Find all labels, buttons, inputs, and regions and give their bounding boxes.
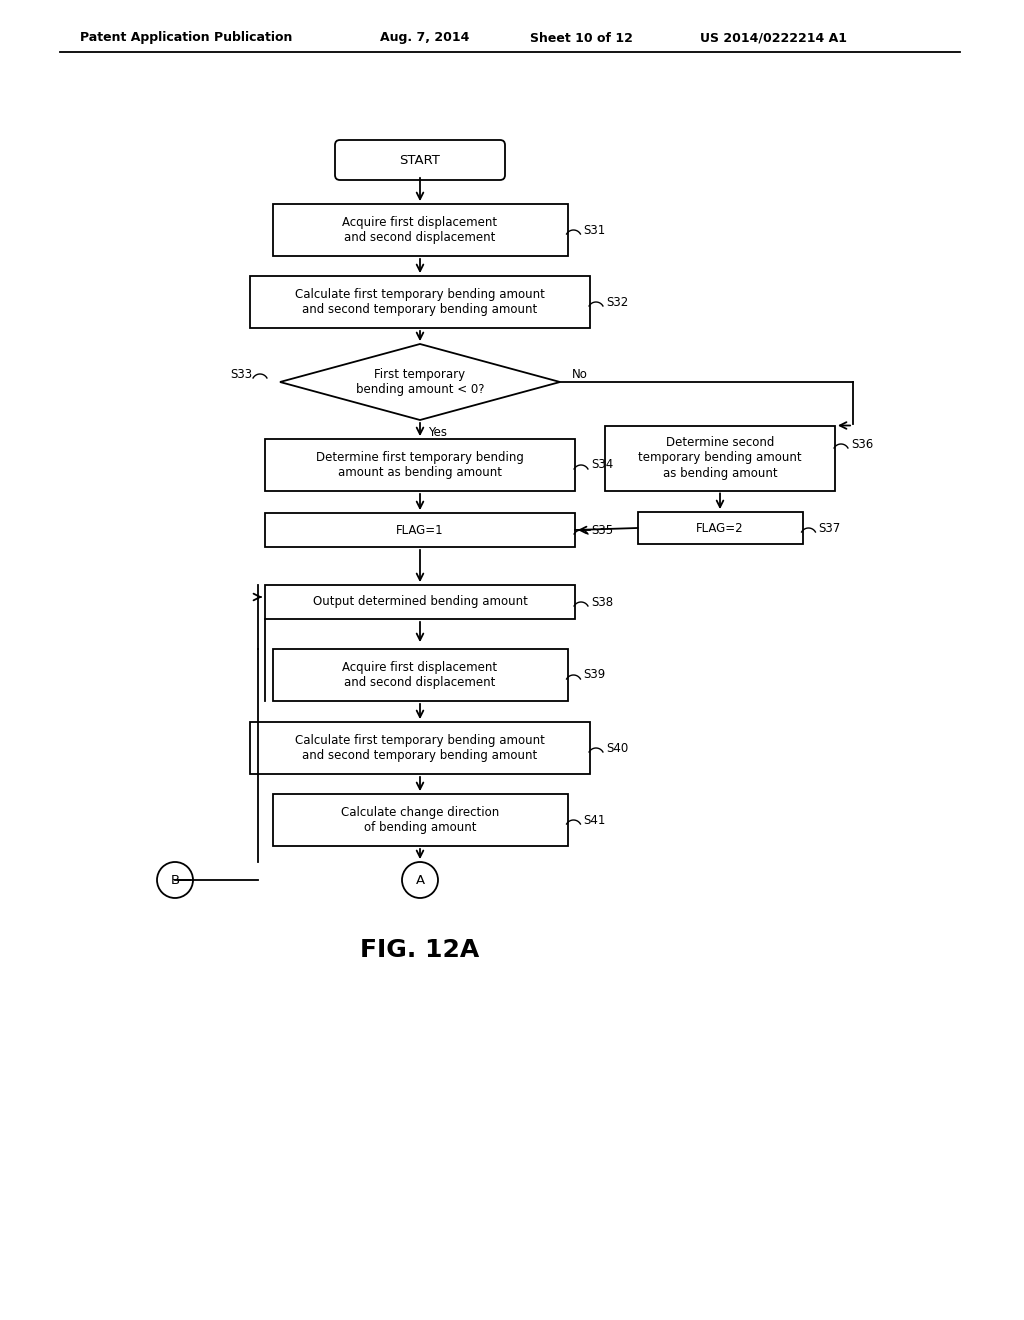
Text: First temporary
bending amount < 0?: First temporary bending amount < 0? [355, 368, 484, 396]
Text: Patent Application Publication: Patent Application Publication [80, 32, 293, 45]
Text: B: B [170, 874, 179, 887]
Text: S41: S41 [584, 813, 606, 826]
Bar [638, 512, 803, 544]
Bar [272, 205, 567, 256]
Text: S36: S36 [851, 437, 873, 450]
Text: FLAG=1: FLAG=1 [396, 524, 443, 536]
Text: No: No [572, 367, 588, 380]
Text: S37: S37 [818, 521, 841, 535]
Text: Determine second
temporary bending amount
as bending amount: Determine second temporary bending amoun… [638, 437, 802, 479]
Text: Calculate change direction
of bending amount: Calculate change direction of bending am… [341, 807, 499, 834]
Text: Calculate first temporary bending amount
and second temporary bending amount: Calculate first temporary bending amount… [295, 734, 545, 762]
Bar [605, 425, 835, 491]
Bar [265, 440, 575, 491]
Text: S38: S38 [591, 595, 613, 609]
Text: START: START [399, 153, 440, 166]
Text: FIG. 12A: FIG. 12A [360, 939, 479, 962]
Text: US 2014/0222214 A1: US 2014/0222214 A1 [700, 32, 847, 45]
Bar [272, 649, 567, 701]
Text: Acquire first displacement
and second displacement: Acquire first displacement and second di… [342, 216, 498, 244]
FancyBboxPatch shape [335, 140, 505, 180]
Bar [250, 276, 590, 327]
Text: Acquire first displacement
and second displacement: Acquire first displacement and second di… [342, 661, 498, 689]
Text: S31: S31 [584, 223, 606, 236]
Polygon shape [280, 345, 560, 420]
Text: Yes: Yes [428, 425, 447, 438]
Text: Output determined bending amount: Output determined bending amount [312, 595, 527, 609]
Text: Calculate first temporary bending amount
and second temporary bending amount: Calculate first temporary bending amount… [295, 288, 545, 315]
Text: Sheet 10 of 12: Sheet 10 of 12 [530, 32, 633, 45]
Circle shape [157, 862, 193, 898]
Text: S32: S32 [606, 296, 629, 309]
Text: Determine first temporary bending
amount as bending amount: Determine first temporary bending amount… [316, 451, 524, 479]
Bar [250, 722, 590, 774]
Text: S39: S39 [584, 668, 606, 681]
Text: Aug. 7, 2014: Aug. 7, 2014 [380, 32, 469, 45]
Text: S35: S35 [591, 524, 613, 536]
Bar [265, 513, 575, 546]
Text: FLAG=2: FLAG=2 [696, 521, 743, 535]
Text: A: A [416, 874, 425, 887]
Text: S40: S40 [606, 742, 629, 755]
Bar [272, 795, 567, 846]
Text: S33: S33 [229, 367, 252, 380]
Circle shape [402, 862, 438, 898]
Text: S34: S34 [591, 458, 613, 471]
Bar [265, 585, 575, 619]
